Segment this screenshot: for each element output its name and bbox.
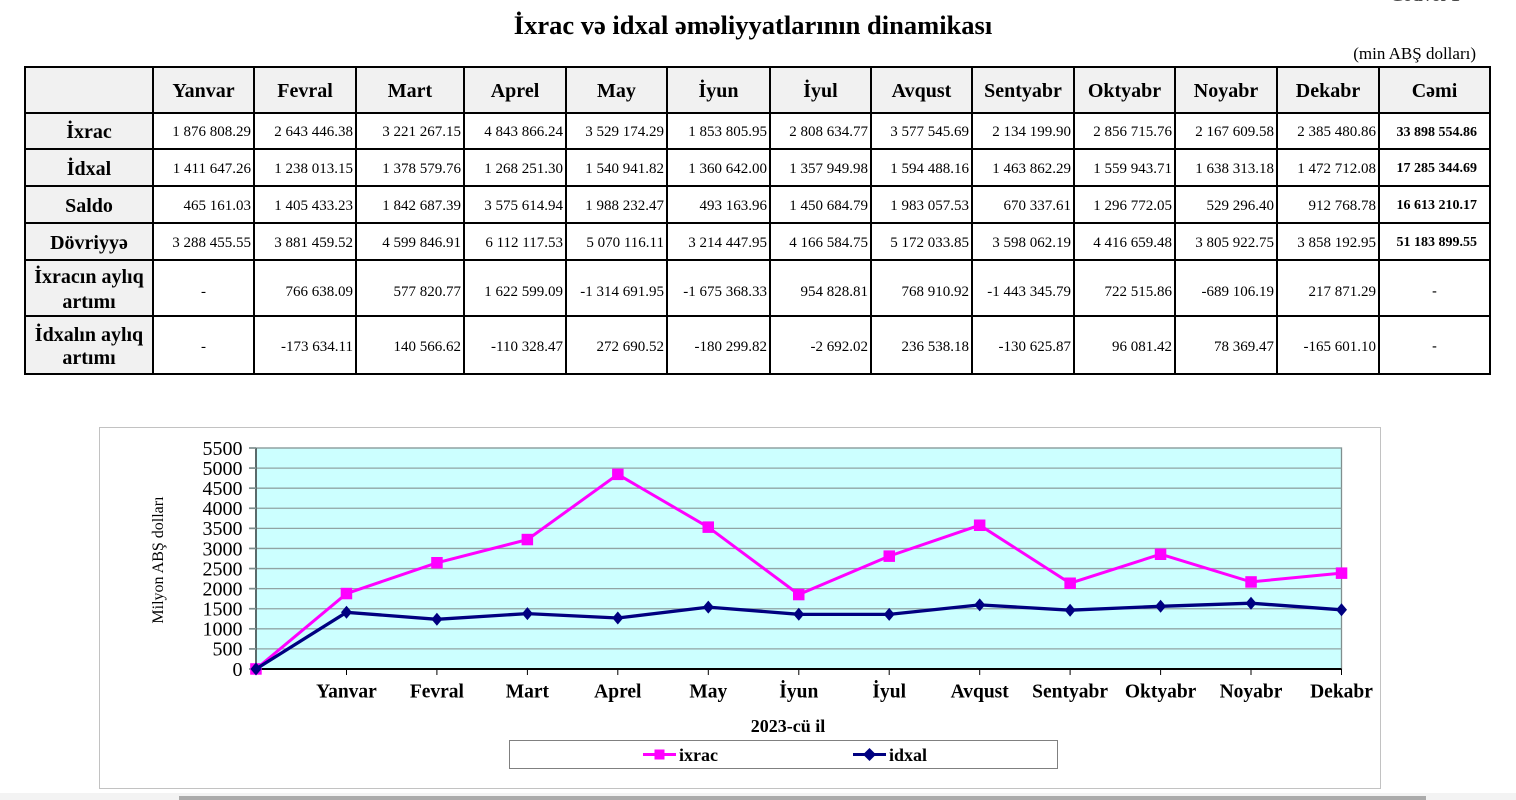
svg-text:2500: 2500 xyxy=(203,558,243,580)
svg-text:İyun: İyun xyxy=(779,682,818,703)
svg-text:Dekabr: Dekabr xyxy=(1310,682,1373,703)
svg-text:3500: 3500 xyxy=(203,518,243,540)
svg-text:2000: 2000 xyxy=(203,578,243,600)
svg-text:1500: 1500 xyxy=(203,599,243,621)
svg-text:2023-cü il: 2023-cü il xyxy=(751,716,826,736)
svg-text:May: May xyxy=(689,682,727,703)
svg-text:4000: 4000 xyxy=(203,498,243,520)
svg-text:Mart: Mart xyxy=(506,682,550,703)
svg-text:Noyabr: Noyabr xyxy=(1220,682,1283,703)
svg-text:ixrac: ixrac xyxy=(679,745,718,765)
svg-text:3000: 3000 xyxy=(203,538,243,560)
svg-text:4500: 4500 xyxy=(203,478,243,500)
svg-text:Aprel: Aprel xyxy=(594,682,642,703)
svg-text:Oktyabr: Oktyabr xyxy=(1125,682,1197,703)
svg-text:1000: 1000 xyxy=(203,619,243,641)
svg-text:Yanvar: Yanvar xyxy=(316,682,377,703)
svg-text:Milyon ABŞ dolları: Milyon ABŞ dolları xyxy=(150,496,167,624)
svg-text:0: 0 xyxy=(233,659,243,681)
svg-text:Avqust: Avqust xyxy=(951,682,1010,703)
svg-text:İyul: İyul xyxy=(872,682,906,703)
svg-text:Fevral: Fevral xyxy=(410,682,465,703)
svg-text:500: 500 xyxy=(213,639,243,661)
svg-text:5000: 5000 xyxy=(203,458,243,480)
svg-text:5500: 5500 xyxy=(203,438,243,460)
svg-text:Sentyabr: Sentyabr xyxy=(1032,682,1108,703)
svg-text:idxal: idxal xyxy=(889,745,927,765)
